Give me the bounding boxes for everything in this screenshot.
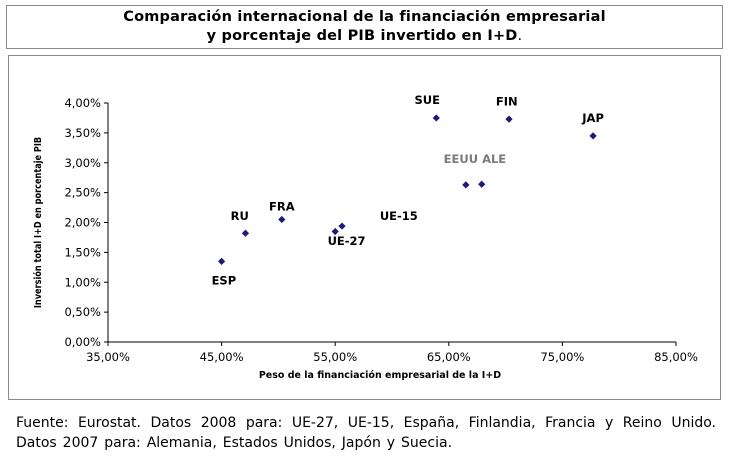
x-tick-label: 35,00% bbox=[86, 350, 130, 364]
data-point bbox=[218, 257, 226, 265]
data-label: JAP bbox=[581, 111, 604, 125]
data-point bbox=[241, 229, 250, 237]
y-tick-label: 0,50% bbox=[64, 305, 101, 319]
data-label: SUE bbox=[414, 93, 440, 107]
chart-title-line-2-text: y porcentaje del PIB invertido en I+D bbox=[206, 28, 518, 44]
data-point bbox=[505, 115, 513, 123]
x-tick-label: 45,00% bbox=[200, 350, 244, 364]
data-label: UE-27 bbox=[328, 234, 366, 248]
data-label: ESP bbox=[212, 274, 237, 288]
source-note: Fuente: Eurostat. Datos 2008 para: UE-27… bbox=[16, 415, 716, 451]
data-point bbox=[338, 222, 346, 230]
y-tick-label: 0,00% bbox=[64, 335, 101, 349]
data-label: RU bbox=[231, 209, 249, 223]
x-tick-label: 85,00% bbox=[654, 350, 698, 364]
chart-title-line-1: Comparación internacional de la financia… bbox=[123, 9, 606, 25]
chart-title: Comparación internacional de la financia… bbox=[6, 5, 723, 49]
chart-title-period: . bbox=[517, 28, 523, 44]
x-tick-label: 75,00% bbox=[540, 350, 584, 364]
data-label: UE-15 bbox=[380, 209, 418, 223]
data-label: EEUU ALE bbox=[444, 152, 507, 166]
data-point bbox=[589, 132, 597, 140]
chart-title-line-2: y porcentaje del PIB invertido en I+D. bbox=[207, 27, 523, 46]
y-tick-label: 1,00% bbox=[64, 275, 101, 289]
y-tick-label: 2,50% bbox=[64, 186, 101, 200]
y-axis-title: Inversión total I+D en porcentaje PIB bbox=[32, 137, 44, 308]
data-point bbox=[331, 227, 339, 236]
data-label: FIN bbox=[496, 94, 518, 108]
y-tick-label: 3,50% bbox=[64, 126, 101, 140]
data-point bbox=[478, 180, 486, 188]
y-tick-label: 2,00% bbox=[64, 216, 101, 230]
x-tick-label: 55,00% bbox=[313, 350, 357, 364]
y-tick-label: 1,50% bbox=[64, 245, 101, 259]
data-label: FRA bbox=[269, 200, 295, 214]
data-point bbox=[462, 181, 470, 189]
y-tick-label: 4,00% bbox=[64, 96, 101, 110]
y-tick-label: 3,00% bbox=[64, 156, 101, 170]
data-point bbox=[432, 114, 440, 122]
x-tick-label: 65,00% bbox=[427, 350, 471, 364]
chart-frame: 0,00% 0,50% 1,00% 1,50% 2,00% 2,50% 3,00% 3,50%… bbox=[8, 55, 721, 400]
data-point bbox=[278, 215, 286, 224]
scatter-chart: 0,00% 0,50% 1,00% 1,50% 2,00% 2,50% 3,00% 3,50%… bbox=[32, 93, 698, 381]
x-axis-title: Peso de la financiación empresarial de l… bbox=[259, 370, 501, 381]
